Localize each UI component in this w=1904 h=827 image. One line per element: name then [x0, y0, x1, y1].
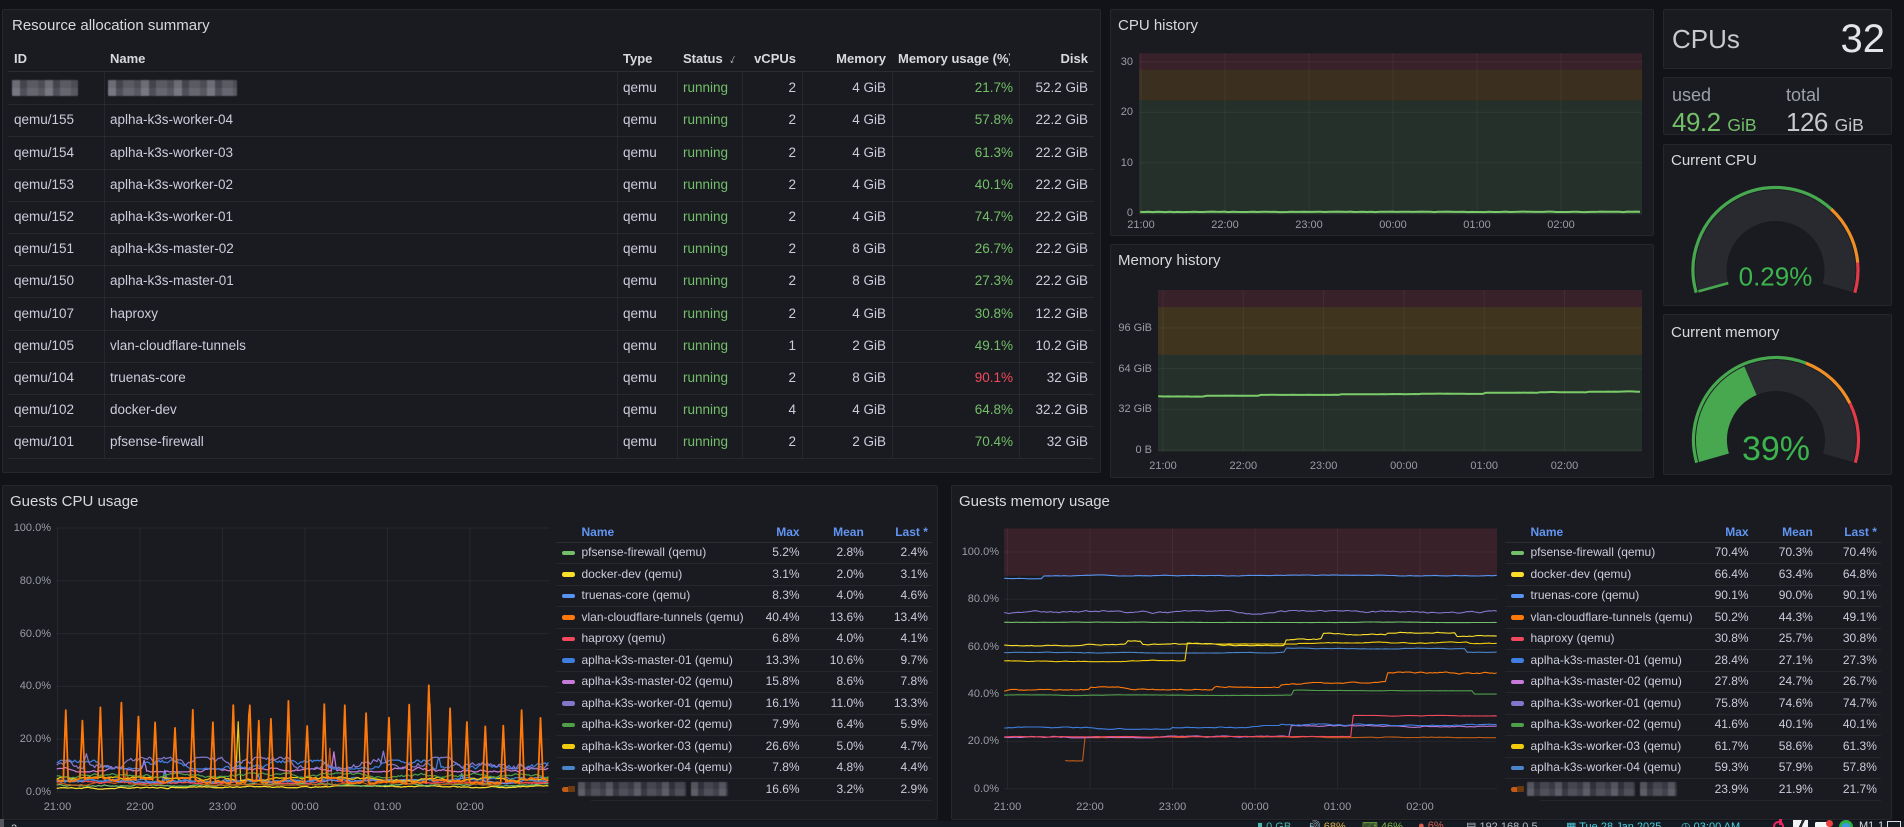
svg-text:39%: 39%: [1742, 430, 1810, 468]
svg-text:0.29%: 0.29%: [1739, 262, 1813, 292]
